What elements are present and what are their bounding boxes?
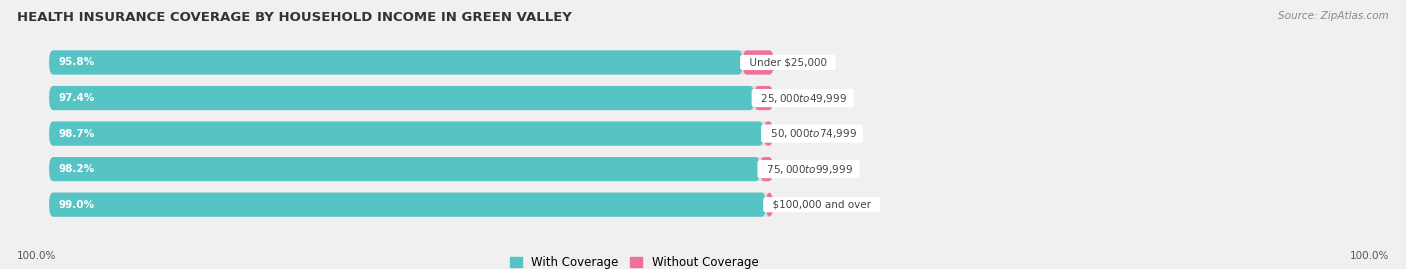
FancyBboxPatch shape [49,193,766,217]
Text: 97.4%: 97.4% [59,93,94,103]
Text: 98.2%: 98.2% [59,164,94,174]
Text: 2.6%: 2.6% [782,93,808,103]
Text: Under $25,000: Under $25,000 [742,58,834,68]
FancyBboxPatch shape [49,157,761,181]
Text: 99.0%: 99.0% [59,200,94,210]
FancyBboxPatch shape [763,122,773,146]
FancyBboxPatch shape [766,193,773,217]
Text: 100.0%: 100.0% [1350,251,1389,261]
FancyBboxPatch shape [49,193,773,217]
Legend: With Coverage, Without Coverage: With Coverage, Without Coverage [510,256,758,269]
Text: 95.8%: 95.8% [59,58,94,68]
Text: Source: ZipAtlas.com: Source: ZipAtlas.com [1278,11,1389,21]
FancyBboxPatch shape [49,122,773,146]
FancyBboxPatch shape [49,122,763,146]
Text: $75,000 to $99,999: $75,000 to $99,999 [761,163,858,176]
Text: 1.3%: 1.3% [782,129,808,139]
FancyBboxPatch shape [49,157,773,181]
FancyBboxPatch shape [49,86,754,110]
FancyBboxPatch shape [742,50,773,75]
FancyBboxPatch shape [754,86,773,110]
Text: HEALTH INSURANCE COVERAGE BY HOUSEHOLD INCOME IN GREEN VALLEY: HEALTH INSURANCE COVERAGE BY HOUSEHOLD I… [17,11,572,24]
Text: 1.0%: 1.0% [782,200,808,210]
FancyBboxPatch shape [49,86,773,110]
Text: 98.7%: 98.7% [59,129,94,139]
Text: $100,000 and over: $100,000 and over [766,200,877,210]
Text: 1.8%: 1.8% [782,164,808,174]
FancyBboxPatch shape [49,50,773,75]
FancyBboxPatch shape [49,50,742,75]
FancyBboxPatch shape [761,157,773,181]
Text: $25,000 to $49,999: $25,000 to $49,999 [754,91,851,105]
Text: 100.0%: 100.0% [17,251,56,261]
Text: $50,000 to $74,999: $50,000 to $74,999 [763,127,860,140]
Text: 4.3%: 4.3% [783,58,810,68]
